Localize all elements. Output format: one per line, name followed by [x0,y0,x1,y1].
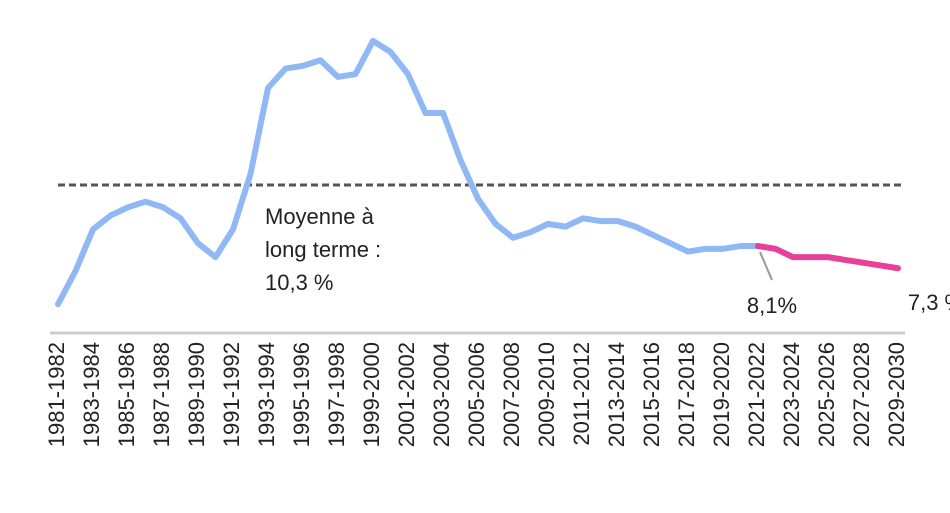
x-tick-label: 2017-2018 [674,342,699,447]
x-tick-label: 1989-1990 [184,342,209,447]
x-tick-label: 1997-1998 [324,342,349,447]
x-tick-label: 2003-2004 [429,342,454,447]
x-tick-label: 2007-2008 [499,342,524,447]
reference-label: long terme : [265,237,381,262]
series-line [55,37,761,308]
x-tick-label: 1987-1988 [149,342,174,447]
x-tick-label: 1999-2000 [359,342,384,447]
x-tick-label: 1993-1994 [254,342,279,447]
x-tick-label: 1991-1992 [219,342,244,447]
reference-label: Moyenne à [265,204,375,229]
x-tick-label: 1981-1982 [44,342,69,447]
value-label: 7,3 % [908,290,950,315]
x-tick-label: 2001-2002 [394,342,419,447]
x-tick-label: 2011-2012 [569,342,594,446]
x-tick-label: 2009-2010 [534,342,559,447]
x-tick-label: 2025-2026 [814,342,839,447]
x-tick-label: 2013-2014 [604,342,629,447]
x-tick-label: 2029-2030 [884,342,909,447]
x-tick-label: 2019-2020 [709,342,734,447]
label-leader [759,251,773,281]
x-tick-label: 2005-2006 [464,342,489,447]
x-tick-label: 2015-2016 [639,342,664,447]
value-label: 8,1% [747,293,797,318]
x-tick-label: 2027-2028 [849,342,874,447]
x-tick-label: 1985-1986 [114,342,139,447]
x-tick-label: 1983-1984 [79,342,104,447]
x-tick-label: 2023-2024 [779,342,804,447]
reference-label: 10,3 % [265,270,334,295]
x-tick-label: 1995-1996 [289,342,314,447]
series-line [755,243,901,272]
x-tick-label: 2021-2022 [744,342,769,447]
